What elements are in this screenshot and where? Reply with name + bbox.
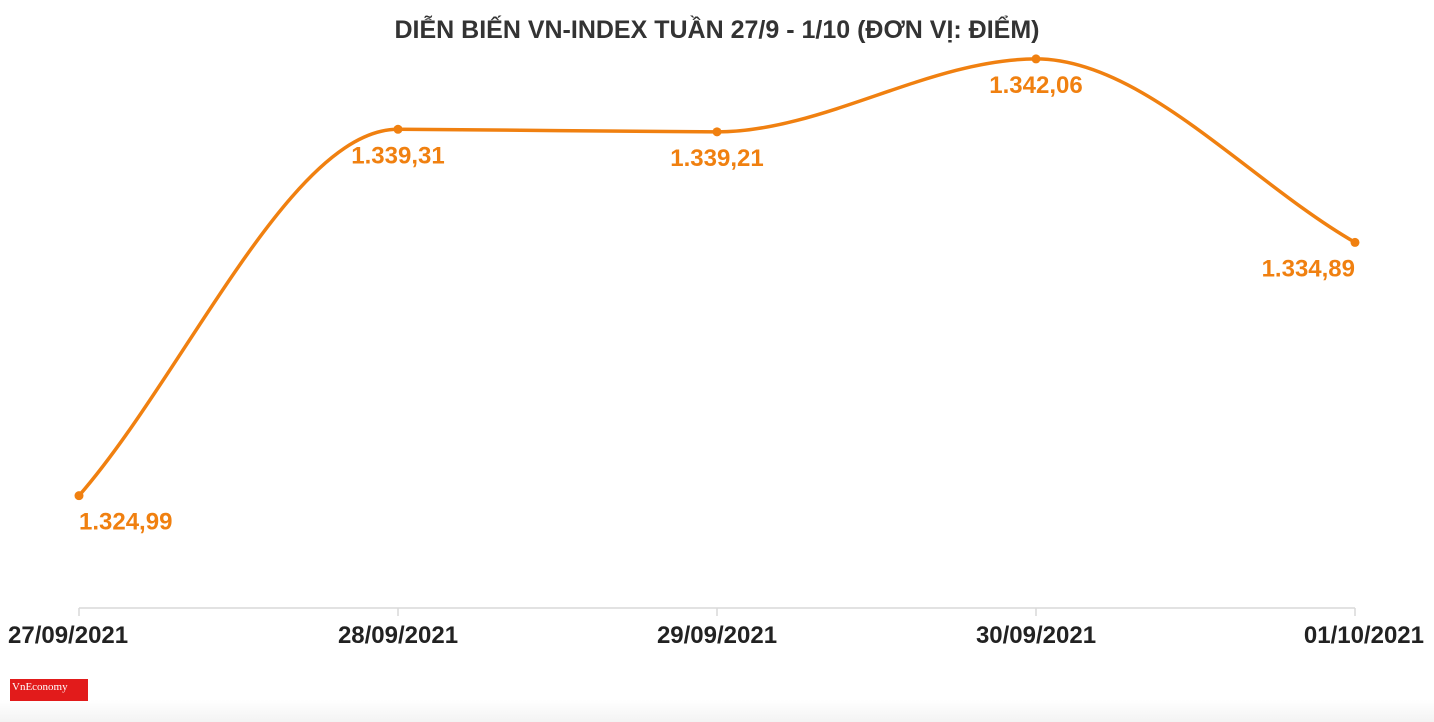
value-label-2: 1.339,31 [351, 142, 444, 169]
value-label-3: 1.339,21 [670, 145, 763, 172]
x-tick-label-5: 01/10/2021 [1304, 622, 1424, 649]
series-line-vn-index [77, 57, 1357, 498]
vneconomy-logo: VnEconomy [10, 679, 88, 701]
bottom-fade [0, 700, 1434, 722]
x-tick-label-1: 27/09/2021 [8, 622, 128, 649]
x-tick-label-3: 29/09/2021 [657, 622, 777, 649]
x-tick-label-4: 30/09/2021 [976, 622, 1096, 649]
chart-title: DIỄN BIẾN VN-INDEX TUẦN 27/9 - 1/10 (ĐƠN… [394, 14, 1039, 44]
value-label-1: 1.324,99 [79, 509, 172, 536]
value-label-5: 1.334,89 [1262, 255, 1355, 282]
data-point-3 [712, 127, 722, 137]
data-point-1 [74, 491, 84, 501]
data-point-4 [1031, 54, 1041, 64]
value-label-4: 1.342,06 [989, 72, 1082, 99]
data-point-2 [393, 124, 403, 134]
x-tick-label-2: 28/09/2021 [338, 622, 458, 649]
data-point-5 [1350, 237, 1360, 247]
